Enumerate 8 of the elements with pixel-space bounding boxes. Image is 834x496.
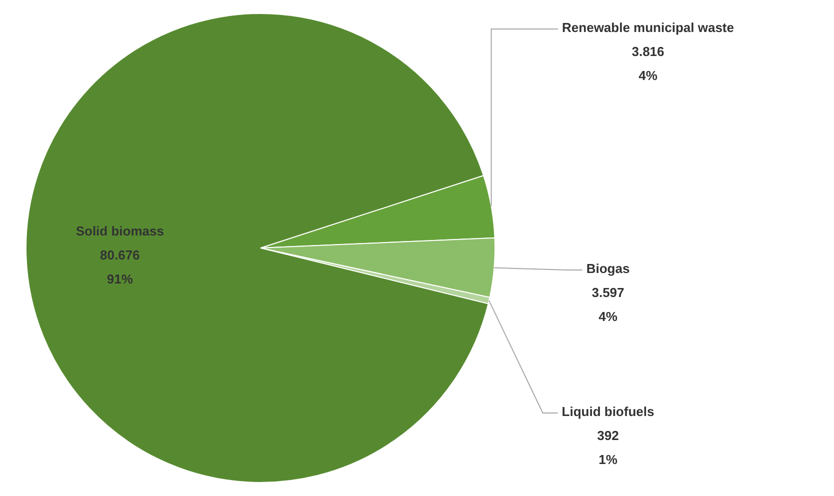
data-label: 80.676 91% — [100, 247, 140, 286]
data-label: 3.816 4% — [632, 44, 664, 84]
slice-label: Liquid biofuels — [562, 404, 654, 420]
data-label: 392 1% — [597, 428, 619, 468]
data-label: 3.597 4% — [592, 285, 624, 324]
slice-label: Solid biomass — [76, 223, 164, 238]
slice-label: Biogas — [586, 261, 630, 276]
slice-label: Renewable municipal waste — [562, 20, 734, 36]
